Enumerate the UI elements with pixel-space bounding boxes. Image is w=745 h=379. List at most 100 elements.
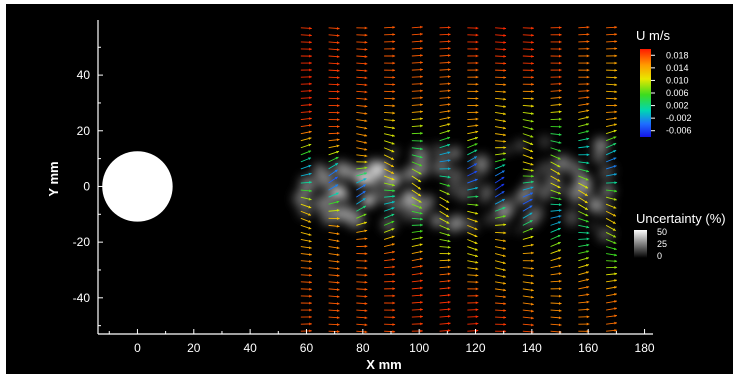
velocity-vector	[522, 133, 534, 138]
velocity-vector	[328, 83, 340, 86]
velocity-vector	[328, 323, 340, 326]
velocity-vector	[300, 231, 312, 236]
velocity-vector	[356, 213, 367, 219]
velocity-vector	[522, 235, 534, 240]
velocity-vector	[356, 330, 368, 334]
velocity-vector	[550, 182, 561, 189]
velocity-vector	[550, 294, 562, 298]
velocity-vector	[522, 192, 534, 198]
uncertainty-patch	[334, 205, 351, 222]
velocity-vector	[300, 266, 312, 270]
velocity-vector	[411, 54, 423, 57]
velocity-vector	[467, 253, 479, 258]
velocity-vector	[411, 61, 423, 64]
velocity-vector	[550, 316, 562, 320]
velocity-vector	[495, 316, 507, 319]
velocity-vector	[300, 110, 312, 114]
velocity-vector	[550, 125, 562, 129]
uncertainty-colorbar: Uncertainty (%) 50 25 0	[634, 211, 726, 261]
velocity-vector	[300, 308, 312, 312]
velocity-vector	[300, 246, 312, 250]
velocity-vector	[578, 89, 590, 93]
velocity-vector	[300, 130, 312, 135]
velocity-vector	[495, 76, 507, 79]
velocity-vector	[495, 302, 507, 306]
velocity-vectors	[300, 25, 618, 334]
uncertainty-patch	[430, 214, 444, 227]
velocity-vector	[522, 54, 534, 58]
velocity-vector	[328, 156, 339, 163]
velocity-vector	[300, 89, 312, 93]
velocity-colorbar-title: U m/s	[636, 28, 670, 43]
velocity-vector	[439, 89, 451, 93]
velocity-vector	[467, 149, 478, 156]
uncertainty-patch	[348, 218, 356, 226]
velocity-vector	[578, 137, 590, 142]
velocity-vector	[606, 286, 617, 290]
velocity-vector	[439, 210, 450, 218]
velocity-vector	[300, 82, 312, 86]
uncertainty-patch	[484, 213, 497, 225]
velocity-vector	[522, 219, 533, 226]
velocity-vector	[384, 25, 396, 29]
velocity-vector	[495, 239, 507, 243]
velocity-vector	[578, 293, 590, 297]
velocity-vector	[578, 224, 590, 229]
velocity-vector	[467, 163, 478, 170]
uncertainty-patch	[480, 196, 488, 204]
velocity-vector	[578, 96, 590, 99]
velocity-vector	[356, 104, 368, 108]
velocity-vector	[411, 264, 423, 269]
velocity-vector	[495, 54, 507, 58]
velocity-vector	[467, 68, 479, 72]
velocity-vector	[411, 210, 423, 215]
velocity-vector	[578, 109, 590, 113]
y-axis-ticks: -40 -20 0 20 40	[73, 46, 103, 327]
velocity-vector	[522, 186, 534, 191]
velocity-vector	[300, 61, 312, 65]
uncertainty-patch	[515, 140, 526, 151]
uncertainty-hotspot	[362, 194, 375, 207]
velocity-vector	[300, 322, 312, 326]
velocity-vector	[605, 196, 617, 201]
velocity-vector	[550, 133, 562, 136]
velocity-vector	[300, 150, 312, 156]
uncertainty-patch	[516, 188, 532, 204]
uncertainty-patch	[390, 199, 403, 213]
velocity-vector	[606, 253, 618, 257]
velocity-vector	[439, 68, 451, 72]
velocity-vector	[328, 288, 340, 291]
velocity-vector	[411, 308, 423, 311]
velocity-vector	[411, 189, 422, 197]
velocity-vector	[550, 279, 562, 283]
velocity-vector	[578, 175, 589, 181]
velocity-vector	[605, 157, 617, 163]
velocity-vector	[328, 76, 340, 79]
velocity-vector	[356, 244, 368, 248]
velocity-vector	[578, 285, 590, 290]
velocity-vector	[328, 169, 338, 177]
velocity-vector	[467, 33, 479, 37]
uncertainty-patch	[480, 185, 494, 198]
velocity-vector	[495, 288, 507, 292]
uncertainty-patch	[524, 177, 538, 191]
velocity-vector	[494, 215, 506, 219]
velocity-vector	[300, 117, 312, 121]
x-tick-label: 160	[578, 341, 598, 355]
velocity-vector	[411, 217, 423, 221]
velocity-vector	[439, 286, 451, 290]
velocity-vector	[605, 246, 617, 251]
uncertainty-patch	[563, 209, 580, 226]
velocity-vector	[328, 131, 340, 135]
velocity-vector	[328, 274, 340, 277]
uncertainty-patch	[590, 153, 598, 161]
velocity-vector	[550, 110, 562, 114]
velocity-vector	[411, 124, 423, 128]
velocity-vector	[384, 54, 396, 58]
velocity-vector	[328, 302, 340, 306]
velocity-vector	[384, 119, 396, 122]
y-tick-label: 0	[83, 179, 90, 193]
velocity-vector	[522, 61, 534, 65]
velocity-vector	[300, 75, 312, 79]
